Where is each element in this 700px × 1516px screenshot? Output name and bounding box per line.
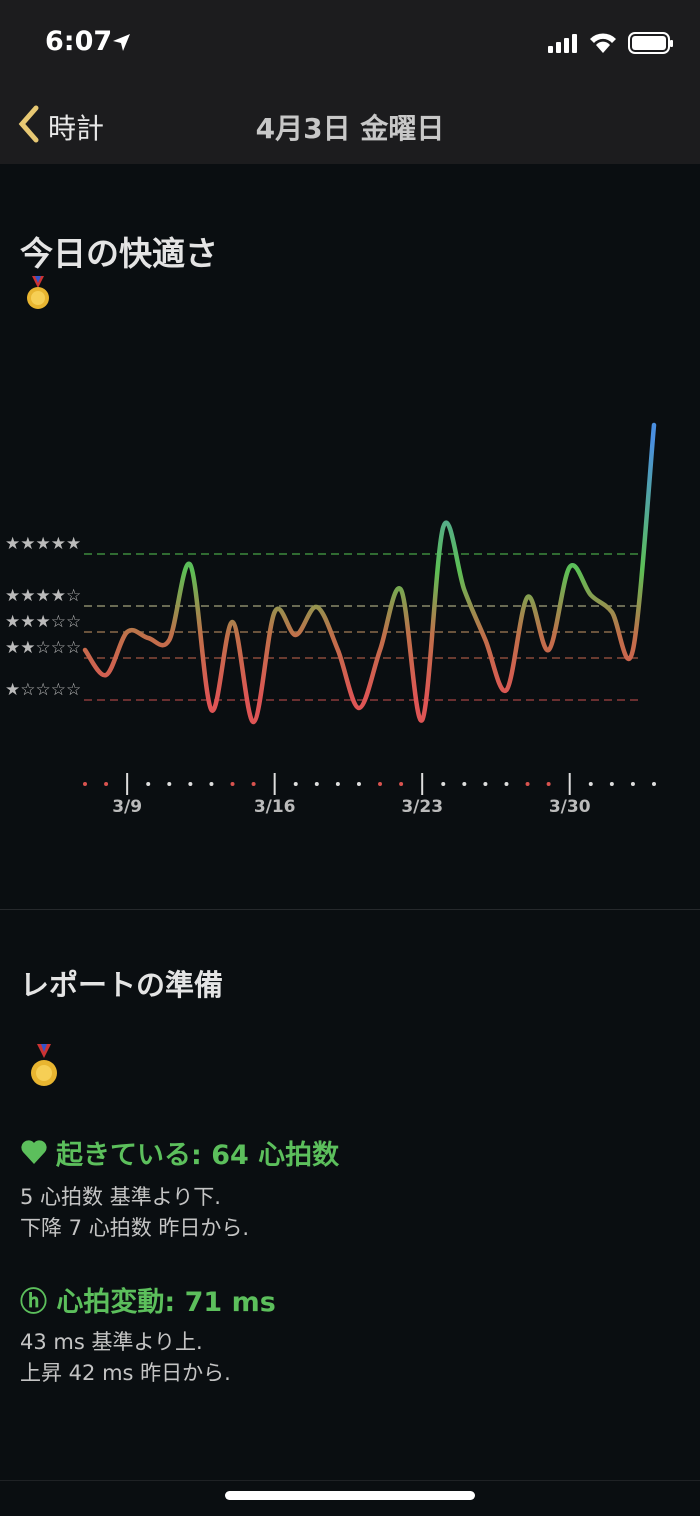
day-dot [399, 782, 404, 786]
header-bar [0, 0, 700, 164]
y-tick-label: ★★★★★ [5, 534, 81, 554]
back-button[interactable]: 時計 [48, 112, 105, 145]
x-tick-label: 3/23 [401, 797, 443, 817]
day-dot [146, 782, 151, 786]
day-dot [314, 782, 319, 786]
location-icon [113, 34, 130, 51]
day-dot [504, 782, 509, 786]
x-tick-label: 3/16 [254, 797, 296, 817]
comfort-line [82, 422, 657, 725]
y-tick-label: ★★☆☆☆ [5, 638, 81, 658]
day-dot [483, 782, 488, 786]
day-dot [441, 782, 446, 786]
medal-icon [27, 276, 49, 309]
day-dot [356, 782, 361, 786]
divider [0, 909, 700, 910]
report-title: レポートの準備 [20, 968, 224, 1002]
detail-line: 5 心拍数 基準より下. [20, 1185, 221, 1209]
day-dot [546, 782, 551, 786]
status-time: 6:07 [45, 26, 113, 57]
day-dot [293, 782, 298, 786]
divider [0, 1480, 700, 1481]
y-tick-label: ★★★☆☆ [5, 612, 81, 632]
medal-icon [31, 1044, 57, 1086]
hrv-heading: ⓗ 心拍変動: 71 ms [20, 1287, 276, 1318]
home-indicator [225, 1491, 475, 1500]
detail-line: 43 ms 基準より上. [20, 1330, 203, 1354]
back-chevron[interactable] [14, 104, 42, 144]
day-dot [83, 782, 87, 786]
x-tick-label: 3/30 [549, 797, 591, 817]
day-dot [588, 782, 593, 786]
x-tick-label: 3/9 [112, 797, 142, 817]
heart-rate-heading: 起きている: 64 心拍数 [56, 1140, 340, 1171]
day-dot [188, 782, 193, 786]
day-dot [462, 782, 467, 786]
detail-line: 上昇 42 ms 昨日から. [20, 1361, 231, 1385]
day-dot [251, 782, 256, 786]
day-dot [104, 782, 109, 786]
heart-icon [21, 1140, 47, 1164]
comfort-chart: ★★★★★ ★★★★☆ ★★★☆☆ ★★☆☆☆ ★☆☆☆☆ 3/9 3/16 3/23 3/30 [5, 422, 657, 817]
day-dot [652, 782, 656, 786]
day-dot [609, 782, 614, 786]
day-dot [630, 782, 635, 786]
y-tick-label: ★☆☆☆☆ [5, 680, 81, 700]
nav-title: 4月3日 金曜日 [255, 112, 445, 145]
status-icons [548, 32, 673, 54]
day-dot [378, 782, 383, 786]
detail-line: 下降 7 心拍数 昨日から. [20, 1216, 250, 1240]
section-title: 今日の快適さ [20, 234, 218, 273]
y-tick-label: ★★★★☆ [5, 586, 81, 606]
day-dot [209, 782, 214, 786]
day-dot [525, 782, 530, 786]
day-dot [230, 782, 235, 786]
day-dot [167, 782, 172, 786]
day-dot [335, 782, 340, 786]
